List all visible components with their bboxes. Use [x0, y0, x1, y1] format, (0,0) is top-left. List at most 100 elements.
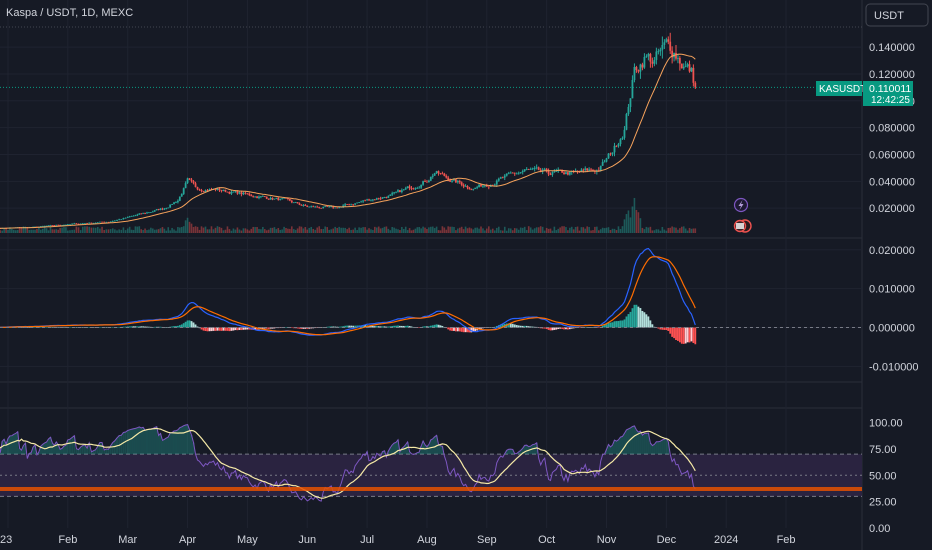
volume-bar	[269, 227, 272, 233]
macd-histogram-bar	[517, 325, 520, 328]
macd-histogram-bar	[677, 327, 679, 341]
candle-body	[101, 221, 103, 223]
candle-body	[126, 216, 129, 218]
candle-body	[59, 225, 62, 226]
candle-body	[57, 224, 60, 226]
macd-histogram-bar	[342, 326, 345, 328]
candle-body	[609, 153, 612, 155]
candle-body	[641, 64, 644, 68]
lightning-icon[interactable]	[733, 197, 749, 213]
macd-histogram-bar	[246, 327, 249, 330]
rsi-overbought-fill	[605, 449, 608, 455]
candle-body	[633, 67, 636, 80]
macd-histogram-bar	[248, 327, 251, 330]
candle-body	[124, 217, 127, 219]
candle-body	[232, 191, 235, 193]
volume-bar	[416, 227, 419, 233]
candle-body	[445, 175, 448, 178]
candle-body	[399, 190, 401, 193]
candle-body	[667, 39, 670, 42]
macd-histogram-bar	[232, 327, 235, 331]
volume-bar	[338, 226, 340, 233]
volume-bar	[224, 229, 227, 233]
volume-bar	[134, 226, 137, 233]
volume-bar	[437, 230, 440, 233]
macd-histogram-bar	[657, 327, 660, 329]
candle-body	[389, 194, 392, 196]
volume-bar	[653, 230, 656, 233]
volume-bar	[36, 228, 38, 233]
volume-bar	[180, 227, 183, 233]
volume-bar	[79, 230, 82, 233]
candle-body	[140, 213, 143, 215]
macd-histogram-bar	[373, 326, 376, 328]
earnings-flag-icon[interactable]	[733, 219, 752, 233]
rsi-axis[interactable]: 100.00 75.00 50.00 25.00 0.00	[869, 418, 903, 535]
volume-bar	[252, 226, 254, 233]
currency-button[interactable]: USDT	[865, 3, 929, 27]
candle-body	[188, 178, 191, 180]
candle-body	[228, 191, 231, 194]
candle-body	[381, 197, 384, 199]
candle-body	[55, 224, 58, 226]
rsi-overbought-fill	[435, 435, 438, 455]
macd-histogram-bar	[613, 321, 616, 328]
macd-histogram-bar	[182, 323, 185, 328]
rsi-overbought-fill	[14, 433, 17, 455]
volume-bar	[547, 228, 550, 233]
macd-histogram-bar	[474, 327, 477, 332]
candle-body	[511, 172, 514, 174]
volume-bar	[414, 228, 417, 233]
candle-body	[627, 106, 630, 115]
candle-body	[96, 222, 99, 224]
volume-bar	[555, 230, 558, 233]
volume-bar	[175, 230, 177, 233]
candle-body	[456, 181, 459, 183]
macd-histogram-bar	[287, 327, 289, 328]
candle-body	[61, 225, 63, 226]
macd-histogram-bar	[128, 326, 131, 328]
macd-histogram-bar	[629, 311, 632, 328]
volume-bar	[639, 218, 642, 233]
macd-histogram-bar	[478, 327, 480, 330]
candle-body	[561, 169, 563, 173]
time-axis[interactable]: 23 Feb Mar Apr May Jun Jul Aug Sep Oct Nov Dec 2024 F…	[0, 534, 796, 546]
candle-body	[261, 196, 264, 197]
macd-histogram-bar	[132, 326, 135, 328]
macd-histogram-bar	[240, 327, 243, 331]
candle-body	[77, 223, 80, 225]
volume-bar	[688, 227, 691, 233]
volume-bar	[159, 228, 162, 233]
currency-button-label[interactable]: USDT	[874, 10, 904, 22]
macd-histogram-bar	[292, 327, 295, 329]
macd-histogram-bar	[39, 327, 42, 328]
rsi-overbought-fill	[88, 442, 91, 455]
currency-button-frame[interactable]	[865, 3, 929, 27]
symbol-title[interactable]: Kaspa / USDT, 1D, MEXC	[6, 7, 133, 19]
macd-histogram-bar	[328, 326, 331, 328]
volume-bar	[334, 226, 336, 233]
macd-histogram-bar	[437, 324, 440, 328]
macd-histogram-bar	[675, 327, 677, 340]
macd-histogram-bar	[690, 327, 693, 342]
macd-histogram-bar	[464, 327, 467, 333]
macd-axis[interactable]: 0.020000 0.010000 0.000000 -0.010000	[869, 245, 919, 374]
rsi-overbought-fill	[651, 445, 654, 455]
candle-body	[271, 197, 274, 200]
candle-body	[118, 219, 121, 221]
macd-histogram-bar	[304, 327, 307, 329]
rsi-overbought-fill	[176, 429, 179, 455]
candle-body	[39, 226, 42, 227]
candle-body	[613, 145, 616, 153]
candle-body	[383, 197, 386, 198]
macd-histogram-bar	[244, 327, 247, 330]
volume-bar	[690, 228, 693, 233]
volume-bar	[404, 226, 407, 233]
rsi-overbought-fill	[90, 451, 93, 455]
candle-body	[541, 169, 544, 172]
macd-histogram-bar	[509, 323, 512, 328]
rsi-overbought-fill	[142, 427, 145, 455]
candle-body	[531, 168, 534, 170]
volume-bar	[513, 228, 516, 233]
